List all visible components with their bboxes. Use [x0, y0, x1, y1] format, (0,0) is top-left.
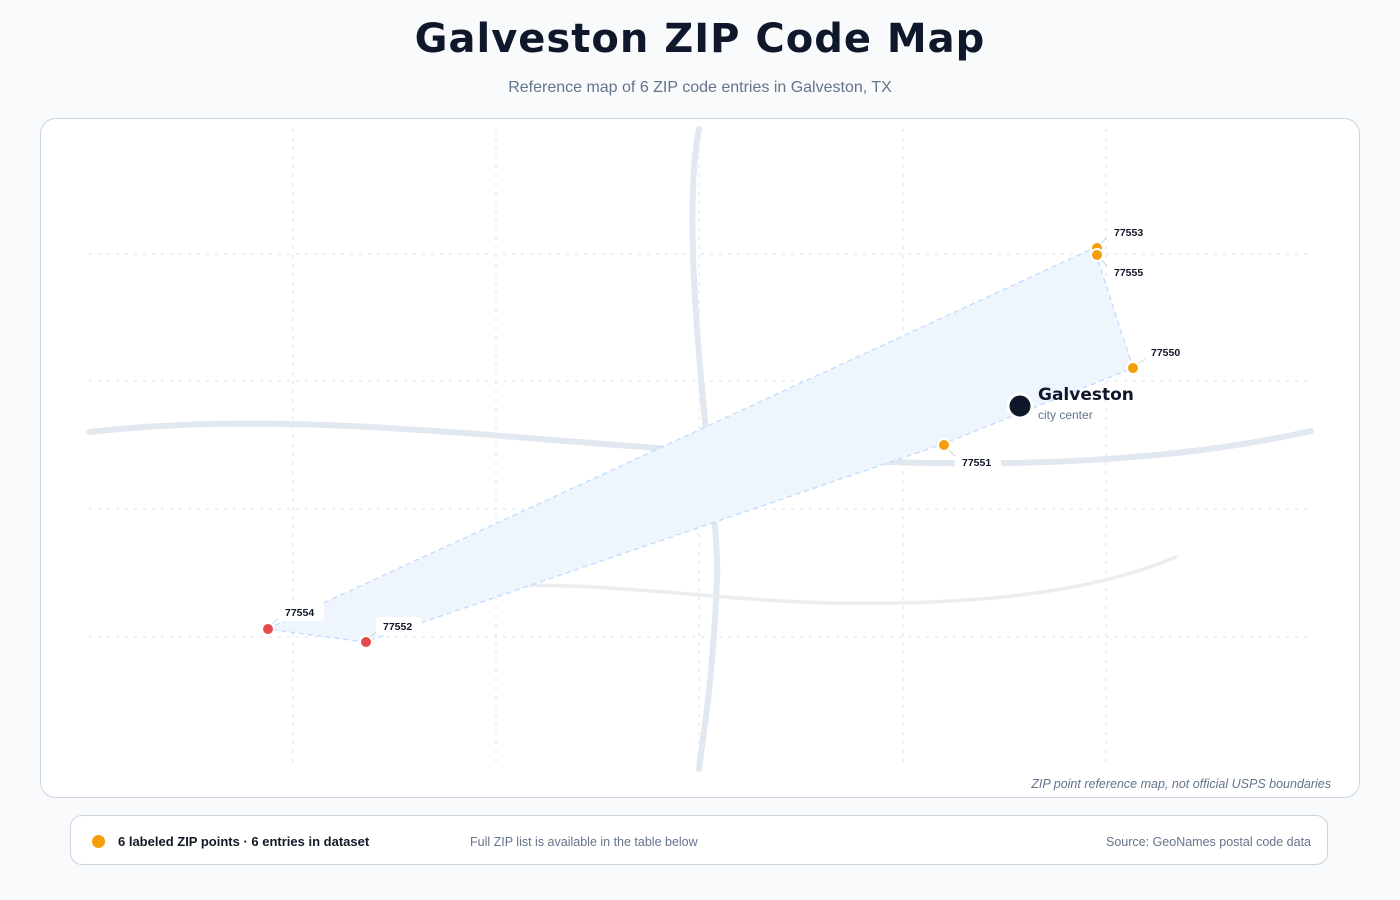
zip-label-77551: 77551: [962, 457, 991, 469]
zip-label-77550: 77550: [1151, 347, 1180, 359]
zip-label-backgrounds: [278, 223, 1190, 635]
map-canvas[interactable]: 77553 77555 77550 77551 77554 77552 Galv…: [41, 119, 1359, 797]
map-footer: 6 labeled ZIP points · 6 entries in data…: [70, 815, 1328, 865]
city-name-label: Galveston: [1038, 385, 1134, 405]
zip-marker-77555[interactable]: [1090, 248, 1104, 262]
zip-label-77554: 77554: [285, 607, 314, 619]
city-center-marker[interactable]: [1006, 392, 1034, 420]
zip-label-77555: 77555: [1114, 267, 1143, 279]
zip-count-summary: 6 labeled ZIP points · 6 entries in data…: [118, 834, 370, 849]
zip-marker-77554[interactable]: [261, 622, 275, 636]
zip-marker-77552[interactable]: [359, 635, 373, 649]
map-disclaimer: ZIP point reference map, not official US…: [1031, 777, 1331, 791]
map-panel[interactable]: 77553 77555 77550 77551 77554 77552 Galv…: [40, 118, 1360, 798]
data-source: Source: GeoNames postal code data: [1106, 835, 1311, 849]
zip-coverage-area: [264, 245, 1134, 643]
map-grid: [89, 129, 1309, 767]
page-title: Galveston ZIP Code Map: [414, 16, 986, 62]
zip-label-77553: 77553: [1114, 227, 1143, 239]
road-vertical: [689, 126, 721, 772]
page-subtitle: Reference map of 6 ZIP code entries in G…: [508, 79, 892, 96]
city-center-sublabel: city center: [1038, 408, 1093, 422]
zip-marker-77551[interactable]: [937, 438, 951, 452]
zip-label-77552: 77552: [383, 621, 412, 633]
zip-list-note: Full ZIP list is available in the table …: [470, 835, 698, 849]
zip-marker-77550[interactable]: [1126, 361, 1140, 375]
legend-dot-icon: [92, 835, 105, 848]
